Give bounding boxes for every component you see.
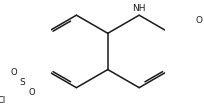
- Text: S: S: [19, 78, 25, 87]
- Text: O: O: [194, 16, 201, 25]
- Text: O: O: [10, 68, 17, 77]
- Text: Cl: Cl: [0, 96, 6, 105]
- Text: NH: NH: [132, 4, 145, 13]
- Text: O: O: [28, 88, 35, 97]
